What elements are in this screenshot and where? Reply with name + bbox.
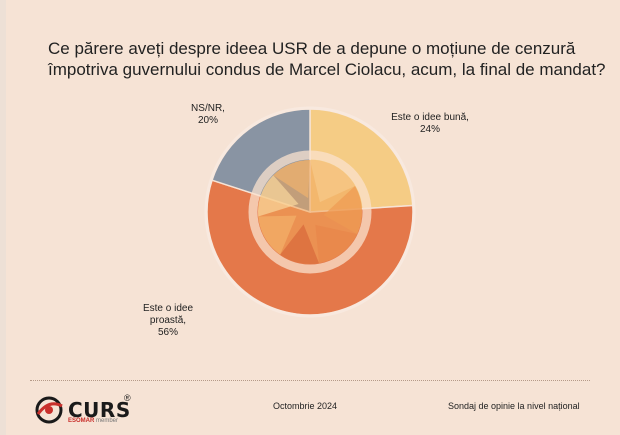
slice-label-nsnr-name: NS/NR,	[191, 103, 225, 114]
pie-core-facet	[315, 224, 358, 264]
esomar-text: ESOMAR	[68, 418, 95, 424]
question-title: Ce părere aveți despre ideea USR de a de…	[48, 38, 608, 80]
slice-label-good-name: Este o idee bună,	[391, 112, 469, 123]
pie-inner-ring	[248, 150, 372, 274]
question-line-1: Ce părere aveți despre ideea USR de a de…	[48, 39, 576, 58]
pie-core-facet	[273, 159, 310, 199]
curs-logo-icon	[35, 396, 63, 424]
slice-label-bad-value: 56%	[157, 327, 178, 338]
slice-label-bad-name-2: proastă,	[149, 315, 187, 326]
left-edge	[0, 0, 6, 435]
question-line-2: împotriva guvernului condus de Marcel Ci…	[48, 60, 606, 79]
slice-label-nsnr: NS/NR, 20%	[178, 103, 238, 127]
slice-label-bad: Este o idee proastă, 56%	[128, 303, 208, 339]
pie-core-facet	[310, 160, 356, 203]
curs-logo: CURS ® ESOMAR member	[34, 393, 144, 427]
slice-label-good: Este o idee bună, 24%	[385, 112, 475, 136]
pie-core-facet	[258, 175, 299, 217]
pie-core-facet	[323, 186, 362, 234]
footer-survey: Sondaj de opinie la nivel național	[448, 401, 580, 411]
slice-label-good-value: 24%	[419, 124, 440, 135]
footer-divider	[30, 380, 590, 381]
curs-logo-reg: ®	[124, 393, 131, 403]
pie-outer-ring	[204, 106, 416, 318]
slice-label-bad-name-1: Este o idee	[142, 303, 194, 314]
pie-core-facet	[258, 215, 297, 255]
footer-date: Octombrie 2024	[273, 401, 338, 411]
pie-core-facet	[280, 224, 320, 264]
slice-label-nsnr-value: 20%	[197, 115, 218, 126]
esomar-member-text: member	[96, 418, 119, 424]
curs-logo-text: CURS	[68, 398, 131, 422]
